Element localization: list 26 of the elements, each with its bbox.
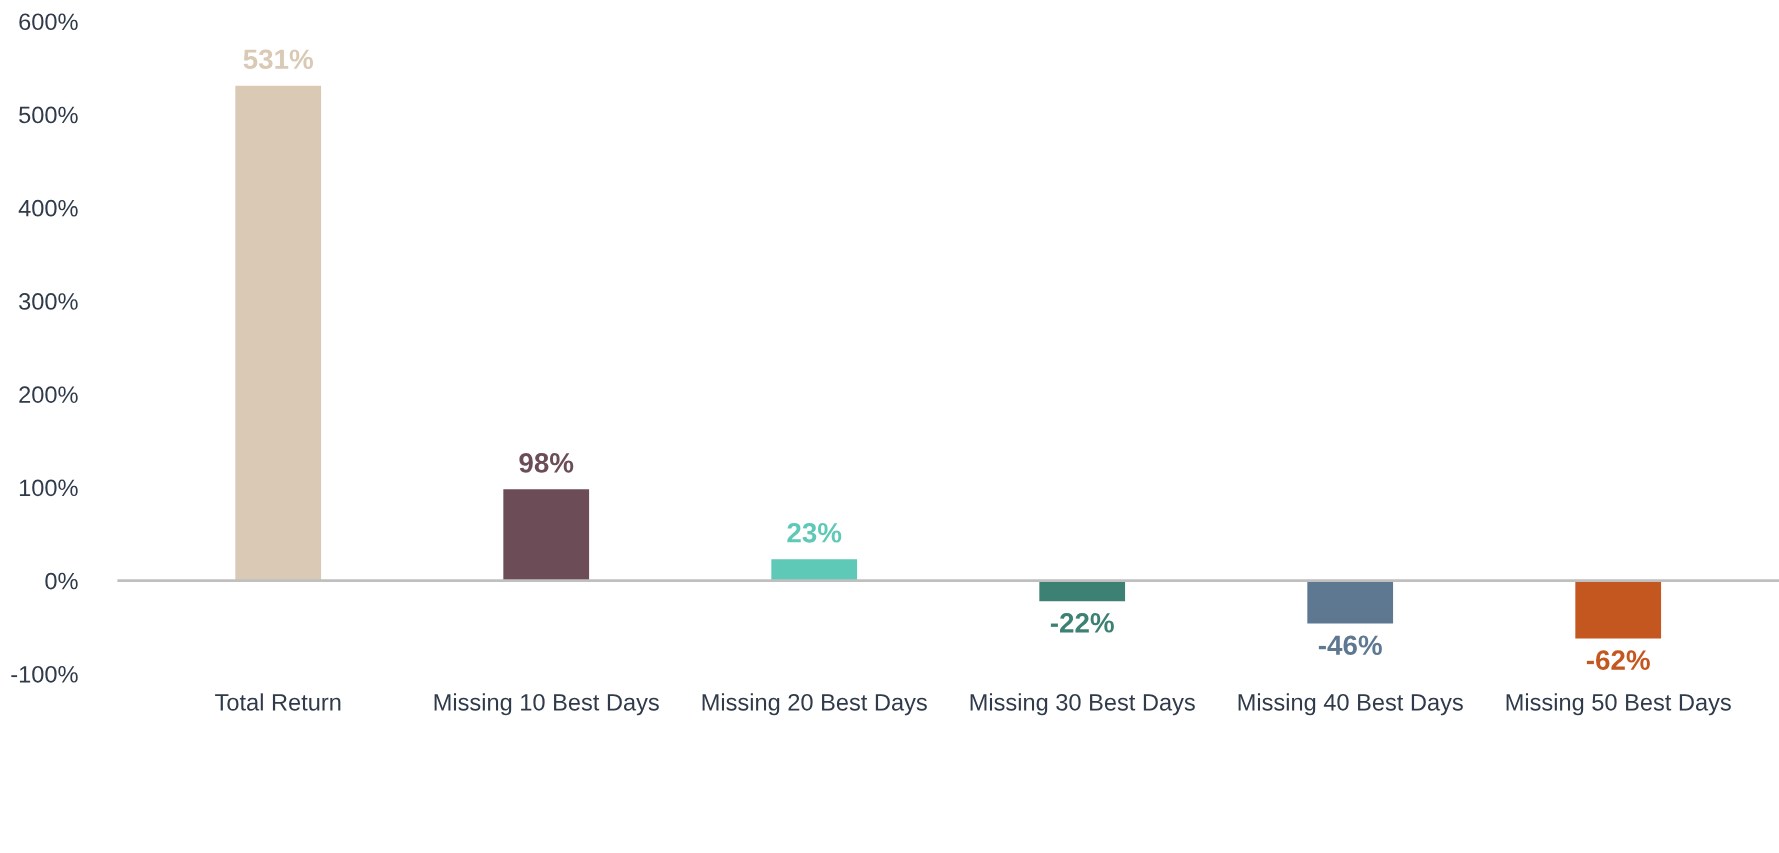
y-tick-label: 300% bbox=[19, 293, 78, 310]
bar bbox=[1039, 580, 1126, 602]
y-tick-label: 200% bbox=[19, 386, 78, 403]
x-tick-label: Missing 20 Best Days bbox=[702, 693, 927, 716]
bar bbox=[1575, 580, 1662, 639]
bar bbox=[771, 559, 858, 581]
bar bbox=[235, 85, 322, 581]
y-tick-label: 400% bbox=[18, 199, 78, 217]
y-tick-label: 600% bbox=[19, 13, 78, 31]
bar bbox=[503, 489, 590, 581]
x-tick-label: Total Return bbox=[215, 693, 341, 711]
x-tick-label: Missing 50 Best Days bbox=[1506, 693, 1731, 716]
y-tick-label: -100% bbox=[11, 665, 78, 683]
y-tick-label: 100% bbox=[19, 479, 78, 497]
data-label: -46% bbox=[1318, 635, 1382, 656]
y-tick-label: 500% bbox=[19, 106, 78, 124]
data-label: 98% bbox=[519, 453, 574, 473]
data-label: -62% bbox=[1586, 650, 1650, 670]
data-label: 531% bbox=[243, 49, 313, 70]
bar bbox=[1307, 580, 1394, 624]
data-label: 23% bbox=[787, 522, 842, 543]
x-tick-label: Missing 40 Best Days bbox=[1238, 693, 1463, 716]
x-tick-label: Missing 30 Best Days bbox=[970, 693, 1195, 716]
x-tick-label: Missing 10 Best Days bbox=[434, 693, 659, 716]
y-tick-label: 0% bbox=[45, 572, 78, 590]
data-label: -22% bbox=[1050, 613, 1114, 633]
